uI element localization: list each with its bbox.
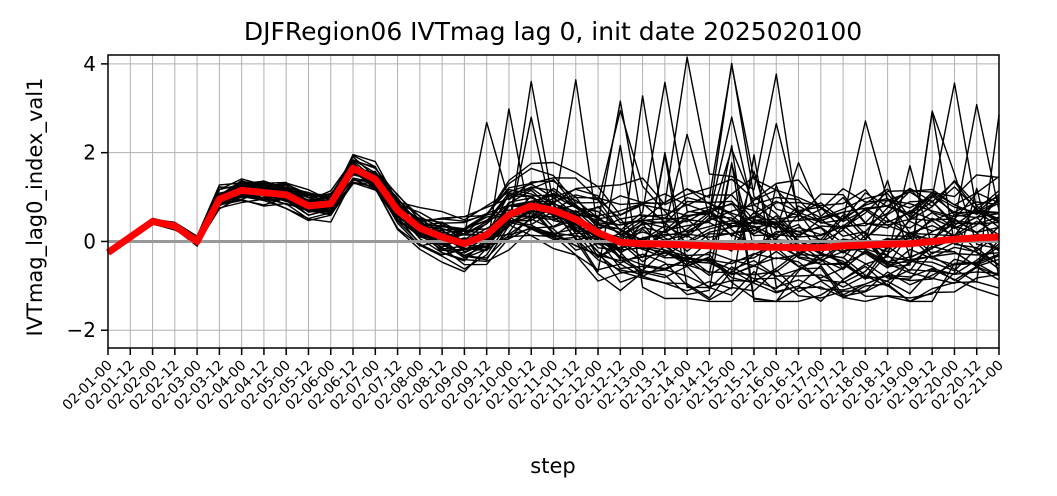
y-tick-label: −2 <box>67 318 96 342</box>
y-tick-label: 2 <box>83 141 96 165</box>
y-tick-label: 4 <box>83 52 96 76</box>
ensemble-mean-line <box>105 164 1000 256</box>
ensemble-member-line <box>107 169 1000 280</box>
ensemble-member-line <box>107 133 1000 253</box>
ensemble-member-line <box>107 144 1000 303</box>
y-tick-label: 0 <box>83 229 96 253</box>
chart-title: DJFRegion06 IVTmag lag 0, init date 2025… <box>244 17 862 46</box>
y-axis-ticks: −2 0 2 4 <box>67 52 108 342</box>
x-axis-ticks: 02-01-0002-01-1202-02-0002-02-1202-03-00… <box>60 348 1007 414</box>
x-axis-label: step <box>530 454 575 478</box>
grid <box>107 55 1000 348</box>
ensemble-mean <box>105 164 1000 256</box>
ensemble-member-line <box>107 121 1000 254</box>
y-axis-label: IVTmag_lag0_index_val1 <box>23 78 48 337</box>
